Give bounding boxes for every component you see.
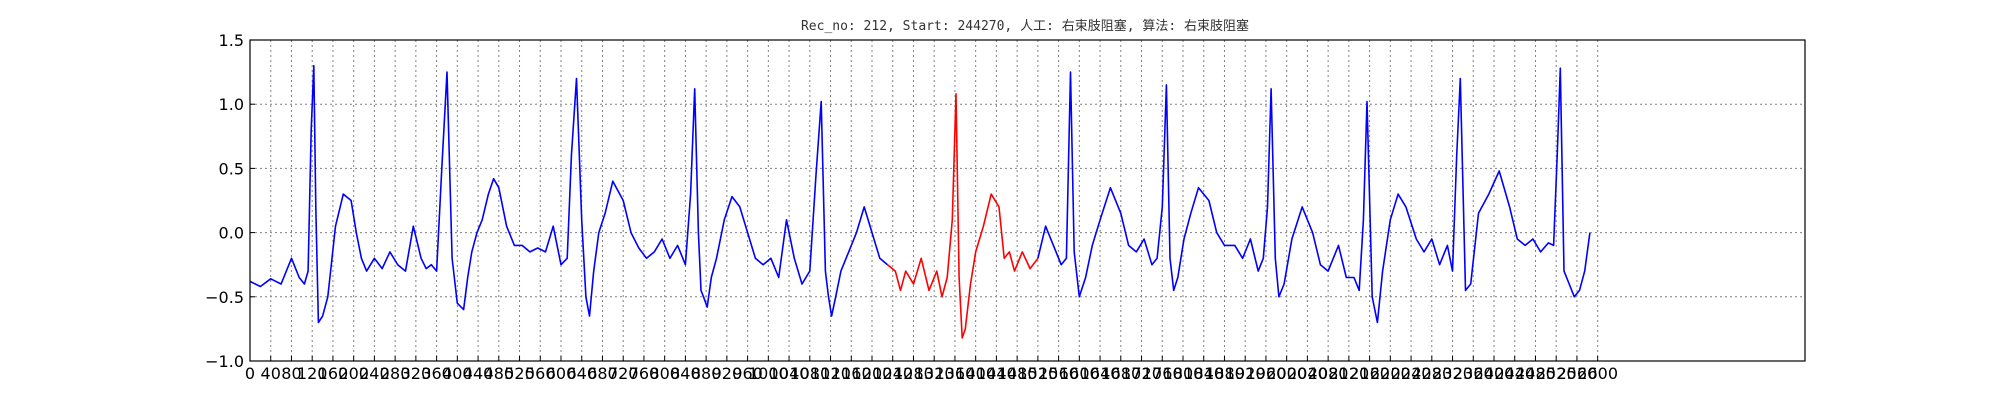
x-tick-label: 600 — [546, 364, 577, 383]
x-tick-label: 640 — [566, 364, 597, 383]
x-tick-label: 80 — [281, 364, 301, 383]
x-tick-label: 1920 — [1225, 364, 1266, 383]
y-tick-label: 1.5 — [219, 31, 244, 50]
x-tick-label: 440 — [463, 364, 494, 383]
x-tick-label: 1760 — [1142, 364, 1183, 383]
x-tick-label: 1240 — [872, 364, 913, 383]
x-tick-label: 1680 — [1100, 364, 1141, 383]
x-tick-label: 1560 — [1038, 364, 1079, 383]
ecg-series-1 — [249, 64, 889, 324]
x-tick-label: 40 — [261, 364, 281, 383]
x-tick-label: 1280 — [893, 364, 934, 383]
x-tick-label: 2240 — [1391, 364, 1432, 383]
x-tick-label: 2320 — [1432, 364, 1473, 383]
x-tick-label: 2520 — [1536, 364, 1577, 383]
y-tick-label: 0.5 — [219, 159, 244, 178]
x-tick-label: 0 — [245, 364, 255, 383]
x-tick-label: 320 — [401, 364, 432, 383]
x-tick-label: 1160 — [831, 364, 872, 383]
x-tick-label: 1880 — [1204, 364, 1245, 383]
ecg-series-3 — [1037, 67, 1591, 324]
x-tick-label: 1080 — [789, 364, 830, 383]
x-tick-label: 2400 — [1474, 364, 1515, 383]
x-tick-label: 2080 — [1308, 364, 1349, 383]
x-tick-label: 800 — [649, 364, 680, 383]
x-tick-label: 1480 — [997, 364, 1038, 383]
y-tick-label: −1.0 — [205, 352, 244, 371]
x-tick-label: 1600 — [1059, 364, 1100, 383]
x-tick-label: 840 — [670, 364, 701, 383]
x-tick-label: 200 — [338, 364, 369, 383]
x-tick-label: 760 — [629, 364, 660, 383]
x-tick-label: 1000 — [748, 364, 789, 383]
ecg-series-2 — [886, 93, 1039, 339]
x-tick-label: 2040 — [1287, 364, 1328, 383]
x-tick-label: 920 — [712, 364, 743, 383]
x-tick-label: 1720 — [1121, 364, 1162, 383]
x-tick-label: 2360 — [1453, 364, 1494, 383]
signal-traces — [249, 64, 1591, 339]
x-tick-label: 1320 — [914, 364, 955, 383]
x-axis-ticks: 0 40 8012016020024028032036040044048052056… — [245, 356, 1618, 383]
x-tick-label: 1960 — [1246, 364, 1287, 383]
x-tick-label: 160 — [318, 364, 349, 383]
x-tick-label: 2000 — [1266, 364, 1307, 383]
x-tick-label: 2280 — [1411, 364, 1452, 383]
x-tick-label: 400 — [442, 364, 473, 383]
y-axis-ticks: −1.0 −0.5 0.0 0.5 1.0 1.5 — [205, 31, 255, 371]
x-tick-label: 480 — [484, 364, 515, 383]
x-tick-label: 360 — [421, 364, 452, 383]
x-tick-label: 1520 — [1018, 364, 1059, 383]
y-tick-label: 1.0 — [219, 95, 244, 114]
x-tick-label: 880 — [691, 364, 722, 383]
x-tick-label: 2480 — [1515, 364, 1556, 383]
x-tick-label: 560 — [525, 364, 556, 383]
x-tick-label: 1040 — [769, 364, 810, 383]
x-tick-label: 2440 — [1494, 364, 1535, 383]
x-tick-label: 2120 — [1329, 364, 1370, 383]
x-tick-label: 1840 — [1183, 364, 1224, 383]
x-tick-label: 520 — [504, 364, 535, 383]
x-tick-label: 1800 — [1163, 364, 1204, 383]
x-tick-label: 240 — [359, 364, 390, 383]
x-tick-label: 1200 — [852, 364, 893, 383]
grid-lines — [249, 39, 1805, 362]
chart-title: Rec_no: 212, Start: 244270, 人工: 右束肢阻塞, 算… — [801, 18, 1249, 34]
x-tick-label: 2200 — [1370, 364, 1411, 383]
plot-frame — [249, 39, 1806, 362]
x-tick-label: 1640 — [1080, 364, 1121, 383]
x-tick-label: 120 — [297, 364, 328, 383]
x-tick-label: 1440 — [976, 364, 1017, 383]
x-tick-label: 1120 — [810, 364, 851, 383]
x-tick-label: 1360 — [935, 364, 976, 383]
x-tick-label: 680 — [587, 364, 618, 383]
x-tick-label: 960 — [732, 364, 763, 383]
x-tick-label: 2560 — [1557, 364, 1598, 383]
x-tick-label: 720 — [608, 364, 639, 383]
x-tick-label: 1400 — [955, 364, 996, 383]
x-tick-label: 2600 — [1577, 364, 1618, 383]
y-tick-label: 0.0 — [219, 224, 244, 243]
x-tick-label: 2160 — [1349, 364, 1390, 383]
x-tick-label: 280 — [380, 364, 411, 383]
y-tick-label: −0.5 — [205, 288, 244, 307]
